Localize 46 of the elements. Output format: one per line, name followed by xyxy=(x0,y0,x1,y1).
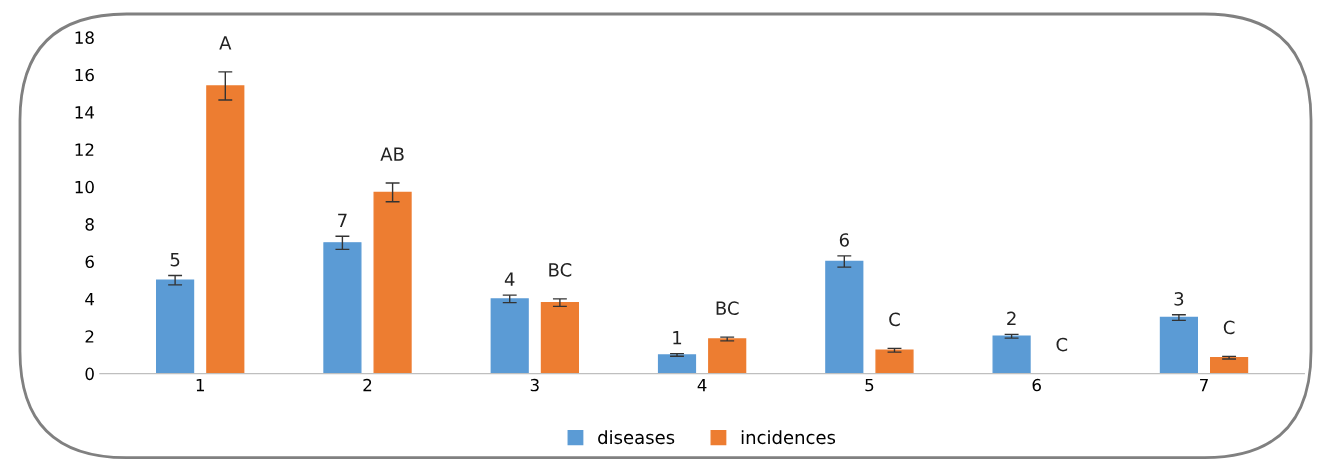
data-label: 2 xyxy=(1007,311,1016,326)
y-tick-label: 4 xyxy=(85,293,95,306)
legend-label: incidences xyxy=(741,430,836,445)
y-tick-label: 8 xyxy=(85,218,94,231)
y-tick-label: 2 xyxy=(85,330,94,343)
bar xyxy=(540,301,579,374)
bar xyxy=(156,279,195,374)
data-label: 3 xyxy=(1174,292,1184,306)
y-tick-label: 10 xyxy=(75,180,94,194)
bar xyxy=(1209,357,1249,374)
x-tick-label: 6 xyxy=(1032,378,1041,392)
x-tick-label: 5 xyxy=(865,378,874,392)
bar xyxy=(992,335,1031,374)
legend-label: diseases xyxy=(598,430,675,445)
x-tick-label: 3 xyxy=(530,378,539,392)
x-tick-label: 1 xyxy=(196,378,204,392)
x-tick-label: 7 xyxy=(1200,378,1208,392)
y-tick-label: 0 xyxy=(85,367,94,381)
y-tick-label: 14 xyxy=(75,106,95,119)
data-label: A xyxy=(219,36,232,50)
bar xyxy=(657,354,697,374)
data-label: C xyxy=(889,312,900,327)
data-label: 6 xyxy=(839,233,849,247)
bar xyxy=(708,338,747,374)
data-label: C xyxy=(1223,320,1235,335)
data-label: 5 xyxy=(170,253,180,267)
bar xyxy=(490,298,529,374)
bar xyxy=(825,260,864,374)
bar xyxy=(323,242,362,374)
x-tick-label: 4 xyxy=(697,378,707,392)
y-tick-label: 16 xyxy=(75,68,94,82)
bar xyxy=(373,191,412,374)
data-label: 7 xyxy=(338,213,347,227)
data-label: 1 xyxy=(673,331,682,345)
bar xyxy=(206,85,245,374)
data-label: BC xyxy=(549,263,572,277)
bar xyxy=(875,349,914,374)
y-tick-label: 12 xyxy=(75,143,94,156)
data-label: C xyxy=(1056,337,1068,352)
data-label: AB xyxy=(380,147,404,161)
bar xyxy=(1159,316,1199,374)
y-tick-label: 18 xyxy=(75,31,94,44)
y-tick-label: 6 xyxy=(85,255,94,269)
x-tick-label: 2 xyxy=(363,378,372,392)
data-label: 4 xyxy=(504,272,515,286)
data-label: BC xyxy=(716,301,739,315)
